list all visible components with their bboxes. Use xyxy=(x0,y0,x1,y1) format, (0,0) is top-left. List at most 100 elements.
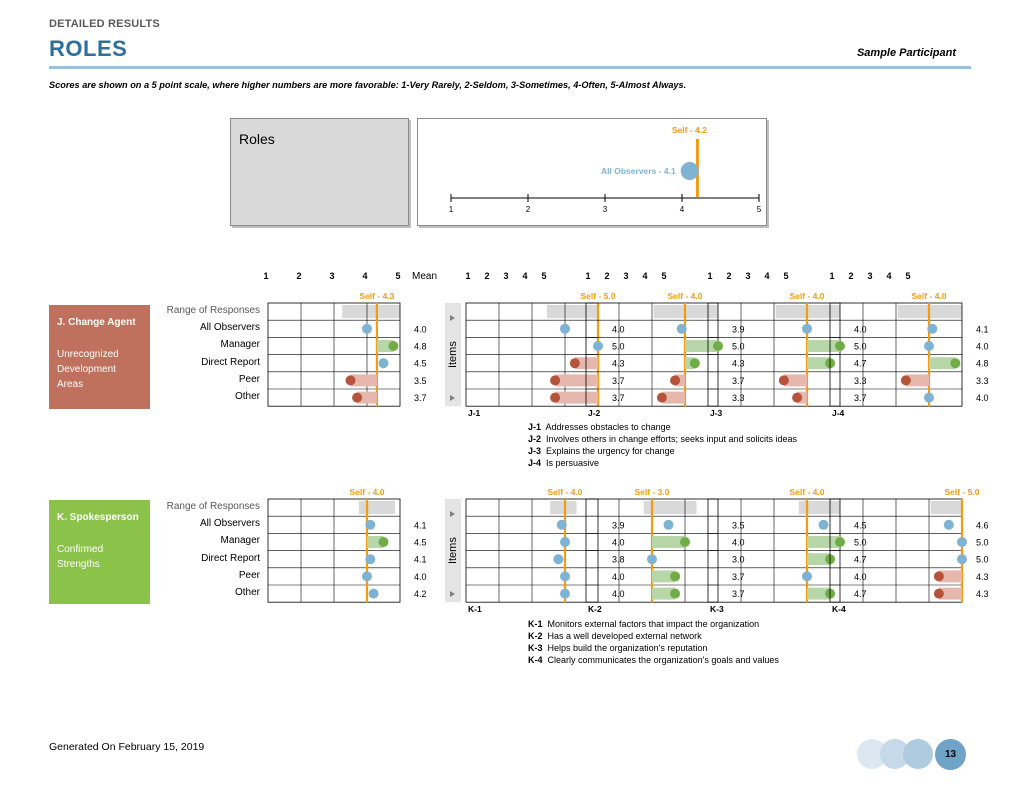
mean-value: 4.0 xyxy=(612,589,625,599)
mean-value: 3.3 xyxy=(854,376,867,386)
row-label: All Observers xyxy=(199,322,260,334)
mean-value: 4.5 xyxy=(414,538,427,548)
gap-bar xyxy=(652,536,685,548)
mean-value: 4.7 xyxy=(854,589,867,599)
summary-observers-dot xyxy=(680,162,699,180)
mean-value: 5.0 xyxy=(854,342,867,352)
gap-bar xyxy=(555,374,598,387)
row-label: Other xyxy=(234,587,260,598)
score-dot xyxy=(792,392,803,403)
score-dot xyxy=(835,341,845,351)
item-code: J-2 xyxy=(588,408,601,418)
score-dot xyxy=(676,323,687,334)
mean-value: 5.0 xyxy=(976,555,989,565)
mean-value: 3.5 xyxy=(414,376,427,386)
score-dot xyxy=(362,571,372,582)
mean-value: 3.7 xyxy=(732,572,745,582)
summary-tick-label: 3 xyxy=(603,205,608,214)
row-label: Direct Report xyxy=(201,356,260,368)
score-dot xyxy=(933,571,944,582)
scale-tick-label: 4 xyxy=(886,271,891,281)
mean-value: 4.0 xyxy=(414,572,427,582)
gap-bar xyxy=(783,374,807,387)
gap-bar xyxy=(652,570,676,583)
item-code: J-4 xyxy=(832,408,845,418)
mean-value: 3.7 xyxy=(612,376,625,386)
score-dot xyxy=(560,537,570,547)
scale-tick-label: 5 xyxy=(905,271,910,281)
gap-bar xyxy=(807,536,840,548)
mean-value: 4.0 xyxy=(612,538,625,548)
legend-code: J-4 xyxy=(528,458,542,468)
mean-value: 3.9 xyxy=(732,324,745,334)
item-code: J-3 xyxy=(710,408,723,418)
items-label: Items xyxy=(447,537,459,564)
summary-chart: 1 2 3 4 5 Self - 4.2 All Observers - 4.1 xyxy=(417,118,767,226)
score-dot xyxy=(560,323,570,334)
mean-value: 5.0 xyxy=(732,342,745,352)
score-dot xyxy=(365,519,376,530)
score-dot xyxy=(556,519,567,530)
mean-value: 4.0 xyxy=(414,324,427,334)
items-tab xyxy=(445,303,461,407)
mean-value: 3.5 xyxy=(732,520,745,530)
scale-tick-label: 5 xyxy=(661,271,666,281)
section-kicker: DETAILED RESULTS xyxy=(49,18,160,30)
legend-item: K-2 Has a well developed external networ… xyxy=(528,631,779,641)
mean-value: 3.7 xyxy=(732,589,745,599)
score-dot xyxy=(924,341,934,351)
items-arrow-icon xyxy=(450,395,455,401)
mean-value: 4.0 xyxy=(732,538,745,548)
row-label: Peer xyxy=(238,373,260,385)
mean-value: 5.0 xyxy=(976,538,989,548)
legend-code: K-1 xyxy=(528,619,543,629)
mean-value: 4.0 xyxy=(976,393,989,403)
score-dot xyxy=(362,323,372,334)
scale-tick-label: 2 xyxy=(484,271,489,281)
section-title: J. Change Agent xyxy=(57,317,136,328)
legend-code: J-1 xyxy=(528,422,542,432)
legend-item: J-3 Explains the urgency for change xyxy=(528,446,797,456)
mean-value: 4.1 xyxy=(976,324,989,334)
mean-value: 3.3 xyxy=(976,376,989,386)
mean-value: 3.7 xyxy=(414,393,427,403)
summary-chart-svg: 1 2 3 4 5 Self - 4.2 All Observers - 4.1 xyxy=(449,125,762,214)
score-dot xyxy=(713,341,723,351)
legend-text: Addresses obstacles to change xyxy=(545,422,671,432)
legend-code: K-4 xyxy=(528,655,543,665)
scale-tick-label: 5 xyxy=(783,271,788,281)
mean-value: 3.7 xyxy=(854,393,867,403)
items-arrow-icon xyxy=(450,511,455,517)
legend-k: K-1 Monitors external factors that impac… xyxy=(528,619,779,665)
mean-value: 4.1 xyxy=(414,520,427,530)
mean-value: 4.3 xyxy=(976,589,989,599)
legend-text: Clearly communicates the organization's … xyxy=(547,655,779,665)
score-dot xyxy=(835,537,845,547)
scale-tick-label: 3 xyxy=(503,271,508,281)
gap-bar xyxy=(807,553,831,566)
legend-text: Helps build the organization's reputatio… xyxy=(547,643,708,653)
mean-value: 4.6 xyxy=(976,520,989,530)
score-dot xyxy=(818,519,829,530)
items-arrow-icon xyxy=(450,591,455,597)
section-subtitle: Confirmed Strengths xyxy=(57,544,104,570)
scale-tick-label: 2 xyxy=(848,271,853,281)
section-box-spokesperson: K. Spokesperson Confirmed Strengths xyxy=(49,500,150,604)
gap-bar xyxy=(367,536,384,548)
scale-tick-label: 3 xyxy=(623,271,628,281)
mean-value: 3.0 xyxy=(732,555,745,565)
score-dot xyxy=(957,537,967,547)
score-dot xyxy=(802,571,812,582)
row-label: Manager xyxy=(220,535,260,547)
scale-tick-label: 4 xyxy=(642,271,647,281)
row-label-range: Range of Responses xyxy=(166,501,260,512)
range-bar xyxy=(358,501,396,515)
self-label: Self - 3.0 xyxy=(635,487,670,497)
mean-value: 4.0 xyxy=(976,342,989,352)
mean-value: 4.0 xyxy=(854,572,867,582)
mean-value: 4.3 xyxy=(732,359,745,369)
scale-tick-label: 1 xyxy=(829,271,834,281)
items-arrow-icon xyxy=(450,315,455,321)
gap-bar xyxy=(905,374,929,387)
